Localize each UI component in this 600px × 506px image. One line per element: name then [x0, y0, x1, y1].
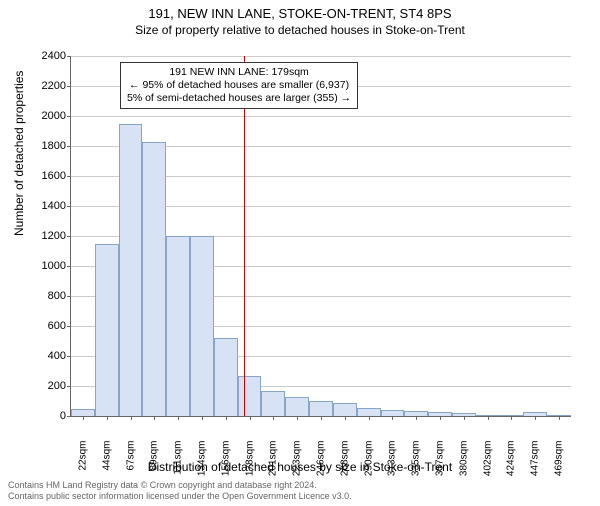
xtick-mark: [511, 416, 512, 420]
ytick-mark: [67, 176, 71, 177]
xtick-mark: [178, 416, 179, 420]
histogram-bar: [238, 376, 262, 417]
histogram-bar: [190, 236, 214, 416]
xtick-mark: [226, 416, 227, 420]
ytick-label: 1600: [26, 170, 66, 182]
ytick-label: 400: [26, 350, 66, 362]
ytick-mark: [67, 206, 71, 207]
ytick-label: 1400: [26, 200, 66, 212]
ytick-label: 800: [26, 290, 66, 302]
histogram-bar: [261, 391, 285, 417]
ytick-mark: [67, 356, 71, 357]
xtick-mark: [273, 416, 274, 420]
ytick-mark: [67, 146, 71, 147]
histogram-bar: [214, 338, 238, 416]
histogram-bar: [166, 236, 190, 416]
ytick-mark: [67, 116, 71, 117]
histogram-bar: [119, 124, 143, 417]
ytick-label: 2200: [26, 80, 66, 92]
gridline: [71, 56, 571, 57]
ytick-mark: [67, 386, 71, 387]
histogram-bar: [142, 142, 166, 417]
xtick-mark: [250, 416, 251, 420]
histogram-bar: [333, 403, 357, 417]
xtick-mark: [297, 416, 298, 420]
xtick-mark: [559, 416, 560, 420]
ytick-mark: [67, 56, 71, 57]
xtick-mark: [345, 416, 346, 420]
footer-line1: Contains HM Land Registry data © Crown c…: [8, 480, 352, 491]
chart-title: 191, NEW INN LANE, STOKE-ON-TRENT, ST4 8…: [0, 6, 600, 21]
footer: Contains HM Land Registry data © Crown c…: [8, 480, 352, 502]
xtick-mark: [321, 416, 322, 420]
xtick-mark: [535, 416, 536, 420]
annotation-line2: ← 95% of detached houses are smaller (6,…: [127, 79, 351, 92]
ytick-label: 1000: [26, 260, 66, 272]
xtick-mark: [107, 416, 108, 420]
histogram-bar: [285, 397, 309, 417]
ytick-label: 1200: [26, 230, 66, 242]
annotation-line1: 191 NEW INN LANE: 179sqm: [127, 66, 351, 79]
x-axis-label: Distribution of detached houses by size …: [0, 460, 600, 474]
y-axis-label: Number of detached properties: [12, 71, 26, 236]
ytick-mark: [67, 326, 71, 327]
plot-region: 22sqm44sqm67sqm89sqm111sqm134sqm156sqm17…: [70, 56, 571, 417]
ytick-mark: [67, 266, 71, 267]
xtick-mark: [440, 416, 441, 420]
xtick-mark: [83, 416, 84, 420]
annotation-line3: 5% of semi-detached houses are larger (3…: [127, 92, 351, 105]
xtick-mark: [154, 416, 155, 420]
gridline: [71, 116, 571, 117]
chart-subtitle: Size of property relative to detached ho…: [0, 23, 600, 37]
xtick-mark: [464, 416, 465, 420]
xtick-mark: [131, 416, 132, 420]
ytick-label: 2400: [26, 50, 66, 62]
xtick-mark: [416, 416, 417, 420]
xtick-mark: [488, 416, 489, 420]
ytick-label: 0: [26, 410, 66, 422]
ytick-mark: [67, 296, 71, 297]
ytick-mark: [67, 416, 71, 417]
annotation-box: 191 NEW INN LANE: 179sqm ← 95% of detach…: [120, 62, 358, 109]
chart-area: 22sqm44sqm67sqm89sqm111sqm134sqm156sqm17…: [70, 56, 570, 416]
histogram-bar: [309, 401, 333, 416]
histogram-bar: [95, 244, 119, 417]
footer-line2: Contains public sector information licen…: [8, 491, 352, 502]
xtick-mark: [202, 416, 203, 420]
ytick-label: 2000: [26, 110, 66, 122]
ytick-label: 200: [26, 380, 66, 392]
ytick-label: 1800: [26, 140, 66, 152]
histogram-bar: [357, 408, 381, 416]
xtick-mark: [369, 416, 370, 420]
reference-line: [244, 56, 245, 416]
xtick-mark: [392, 416, 393, 420]
ytick-mark: [67, 236, 71, 237]
ytick-mark: [67, 86, 71, 87]
ytick-label: 600: [26, 320, 66, 332]
histogram-bar: [71, 409, 95, 417]
